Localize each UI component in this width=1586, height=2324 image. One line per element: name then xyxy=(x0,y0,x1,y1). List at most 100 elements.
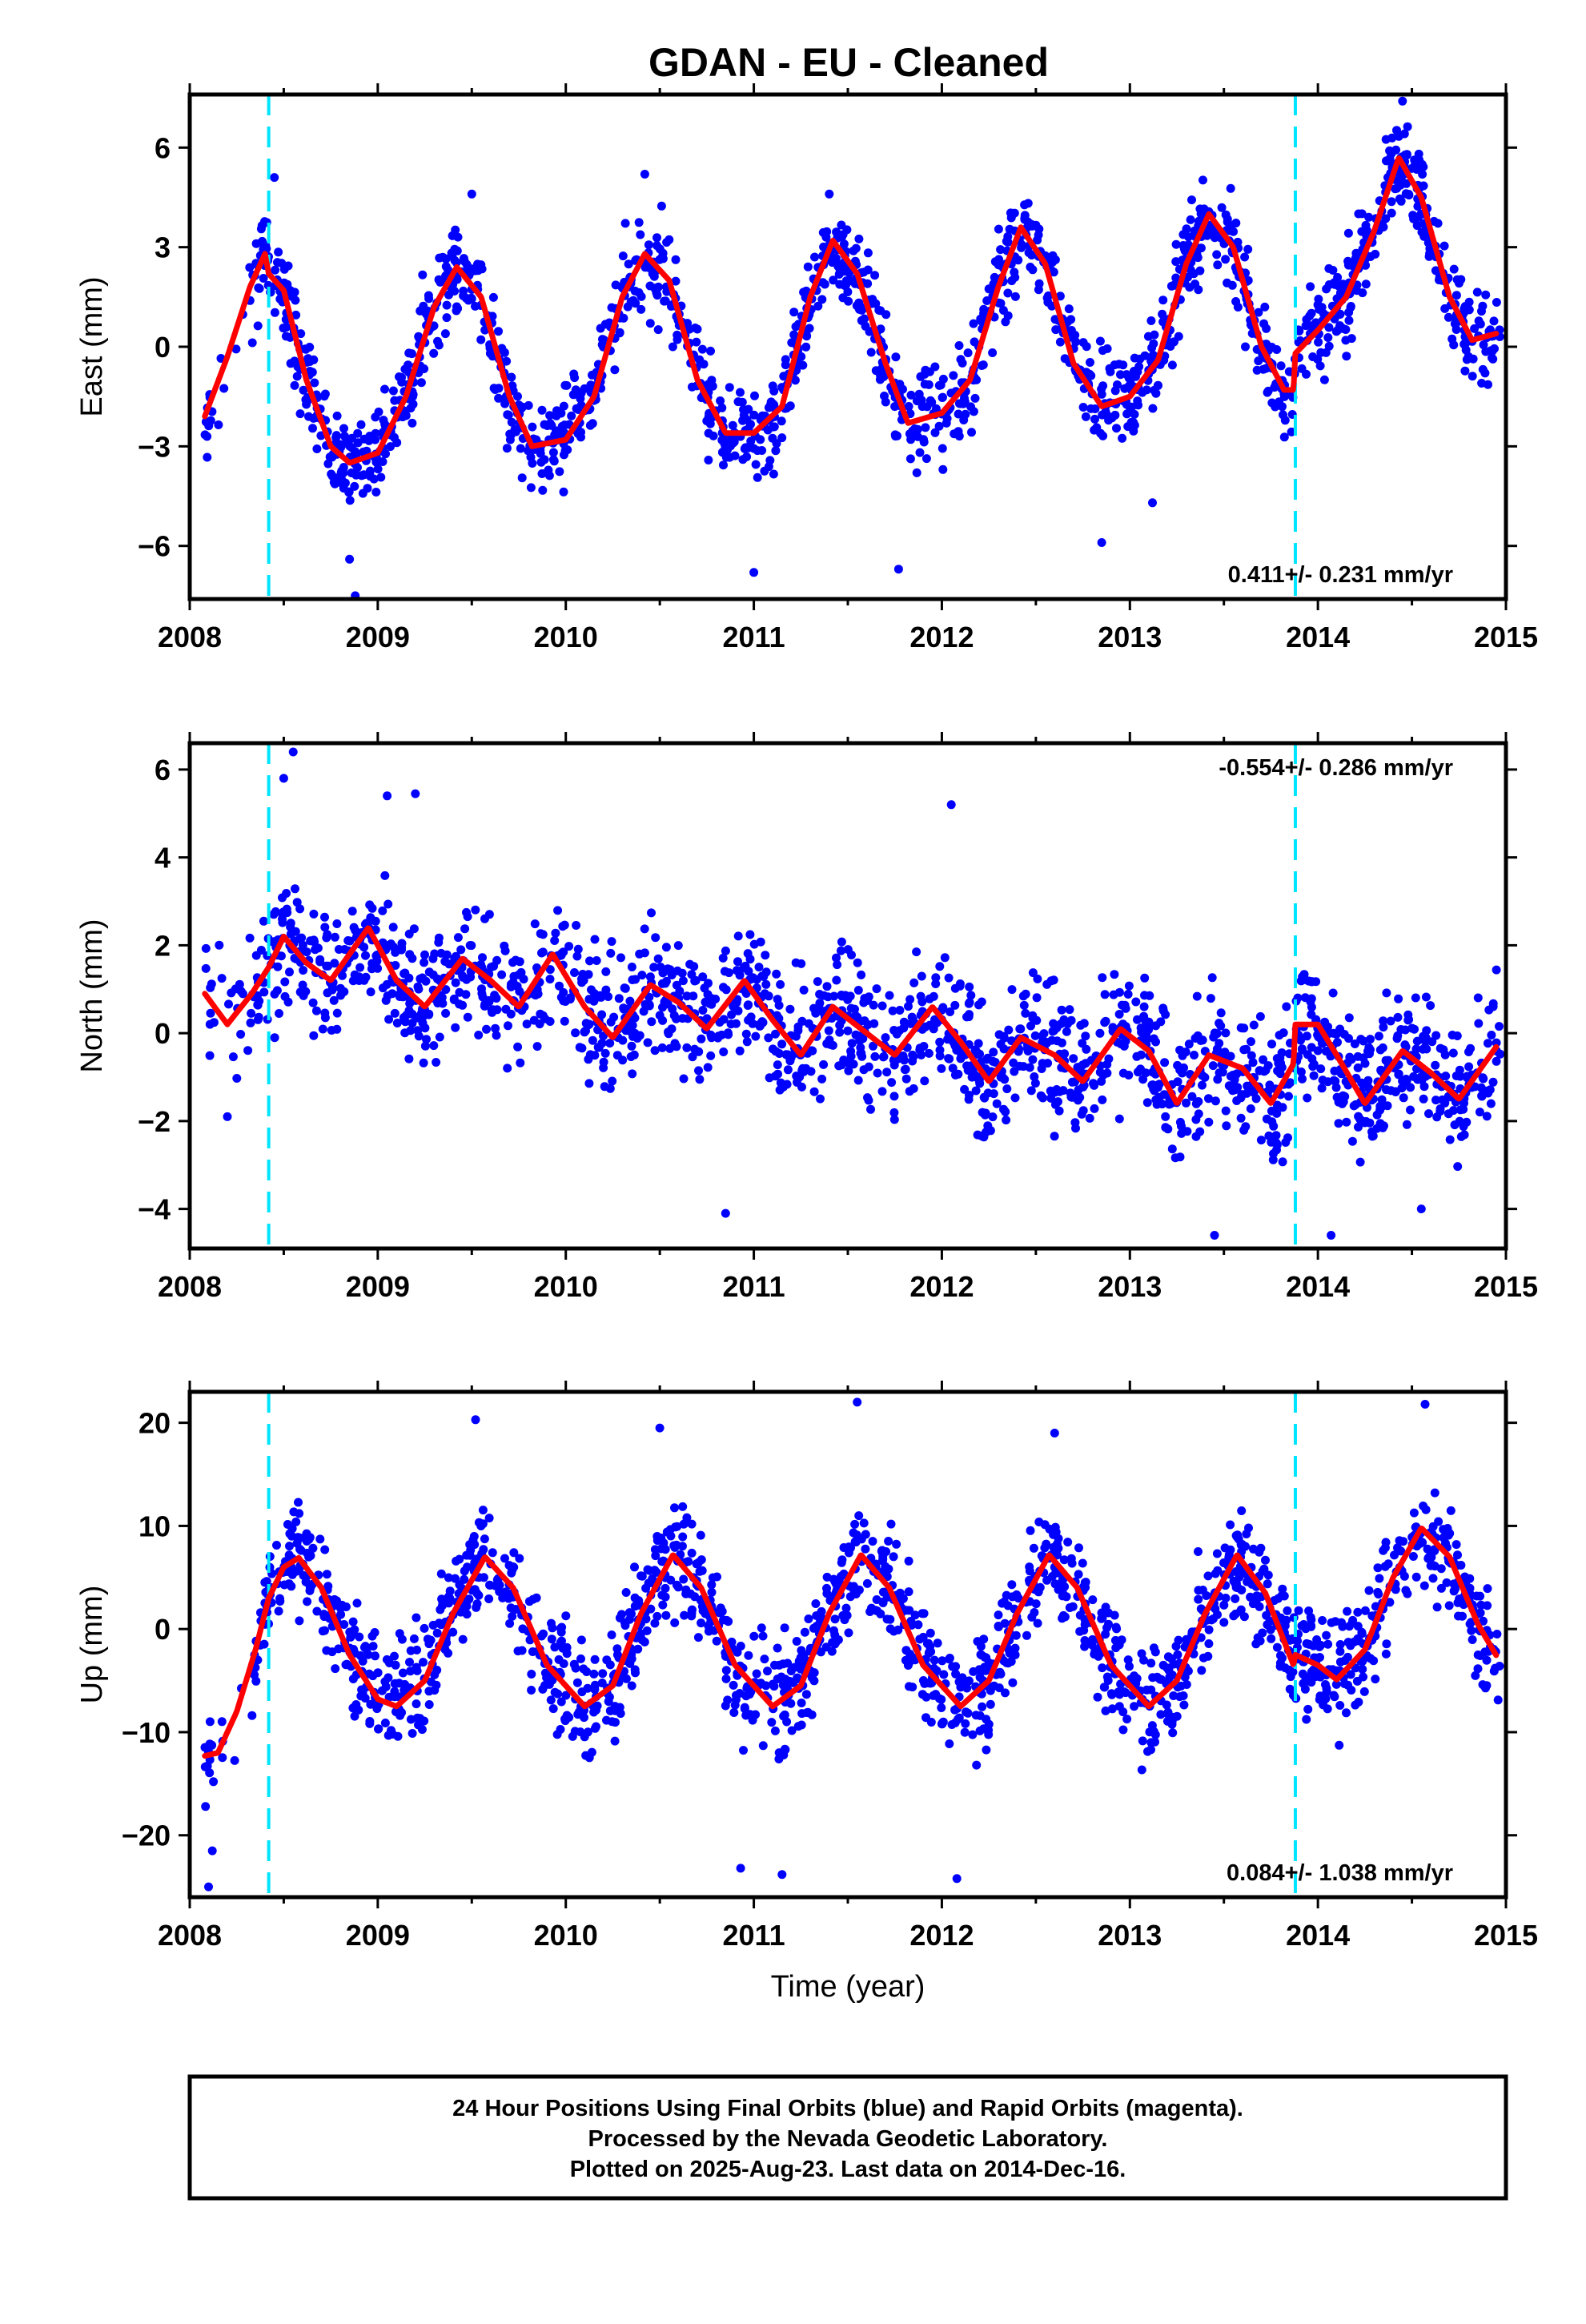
data-point xyxy=(1344,1013,1354,1023)
data-point xyxy=(585,956,594,966)
data-point xyxy=(796,1653,805,1663)
data-point xyxy=(1484,1005,1494,1015)
data-point xyxy=(1399,129,1409,139)
data-point xyxy=(770,1726,780,1735)
data-point xyxy=(776,1078,785,1088)
data-point xyxy=(1342,1708,1351,1718)
data-point xyxy=(862,1578,872,1588)
data-point xyxy=(378,983,387,993)
data-point xyxy=(432,1628,442,1638)
data-point xyxy=(731,1695,741,1704)
data-point xyxy=(1058,1591,1067,1601)
data-point xyxy=(777,416,786,426)
data-point xyxy=(516,444,525,453)
data-point xyxy=(526,452,536,462)
data-point xyxy=(1335,1740,1344,1750)
data-point xyxy=(832,975,841,985)
data-point xyxy=(217,974,227,983)
data-point xyxy=(1088,1595,1098,1605)
data-point xyxy=(1493,1695,1503,1705)
data-point xyxy=(801,286,811,296)
data-point xyxy=(1280,416,1290,425)
data-point xyxy=(494,327,503,336)
data-point xyxy=(608,1076,617,1086)
data-point xyxy=(1063,1019,1072,1028)
data-point xyxy=(329,995,339,1005)
data-point xyxy=(797,1016,807,1026)
data-point xyxy=(1196,243,1206,253)
data-point xyxy=(441,1008,451,1018)
data-point xyxy=(1346,1670,1355,1679)
data-point xyxy=(721,1208,730,1218)
data-point xyxy=(1281,1138,1291,1147)
data-point xyxy=(835,1027,845,1037)
data-point xyxy=(1122,409,1132,419)
data-point xyxy=(889,1108,899,1117)
data-point xyxy=(656,201,666,211)
data-point xyxy=(1100,1018,1110,1027)
data-point xyxy=(845,1592,855,1602)
data-point xyxy=(697,1566,707,1575)
data-point xyxy=(863,248,873,258)
data-point xyxy=(312,1606,322,1616)
data-point xyxy=(201,963,211,973)
data-point xyxy=(453,933,463,943)
data-point xyxy=(760,1655,769,1664)
data-point xyxy=(960,1727,970,1737)
data-point xyxy=(811,1599,821,1608)
data-point xyxy=(1360,1118,1370,1128)
data-point xyxy=(1315,1641,1325,1651)
data-point xyxy=(536,457,546,467)
data-point xyxy=(647,1017,656,1027)
data-point xyxy=(382,1655,391,1664)
data-point xyxy=(1298,1074,1307,1084)
data-point xyxy=(1454,1611,1463,1621)
data-point xyxy=(650,1618,660,1628)
data-point xyxy=(505,435,515,444)
data-point xyxy=(1255,1011,1265,1021)
data-point xyxy=(503,410,512,420)
data-point xyxy=(695,355,705,364)
data-point xyxy=(889,1115,899,1124)
data-point xyxy=(400,1017,410,1027)
data-point xyxy=(931,979,941,988)
data-point xyxy=(1309,1059,1319,1069)
data-point xyxy=(1382,1085,1391,1095)
data-point xyxy=(767,1718,777,1727)
data-point xyxy=(1074,1085,1083,1095)
data-point xyxy=(1256,1136,1266,1145)
data-point xyxy=(315,955,325,964)
data-point xyxy=(444,1573,453,1582)
data-point xyxy=(305,1586,315,1595)
data-point xyxy=(302,947,311,957)
data-point xyxy=(424,967,434,977)
data-point xyxy=(1316,1064,1326,1074)
data-point xyxy=(1007,276,1017,286)
data-point xyxy=(1431,1096,1440,1105)
data-point xyxy=(500,1554,509,1563)
data-point xyxy=(556,1638,565,1647)
data-point xyxy=(904,402,913,411)
data-point xyxy=(451,1574,460,1583)
data-point xyxy=(777,433,787,443)
data-point xyxy=(988,1112,998,1122)
data-point xyxy=(892,1539,901,1549)
data-point xyxy=(1492,965,1501,975)
data-point xyxy=(626,1026,636,1035)
data-point xyxy=(1121,1036,1130,1046)
data-point xyxy=(1468,1635,1477,1644)
data-point xyxy=(837,1060,846,1070)
data-point xyxy=(1023,1047,1033,1055)
data-point xyxy=(1366,1045,1375,1055)
data-point xyxy=(1416,1204,1426,1214)
data-point xyxy=(436,1569,446,1578)
data-point xyxy=(1464,1062,1474,1072)
data-point xyxy=(815,990,825,999)
data-point xyxy=(866,1104,875,1114)
data-point xyxy=(917,1050,926,1059)
data-point xyxy=(633,1644,643,1654)
data-point xyxy=(796,1664,805,1674)
data-point xyxy=(1275,1662,1285,1671)
data-point xyxy=(1464,1047,1473,1056)
data-point xyxy=(1351,1100,1360,1109)
